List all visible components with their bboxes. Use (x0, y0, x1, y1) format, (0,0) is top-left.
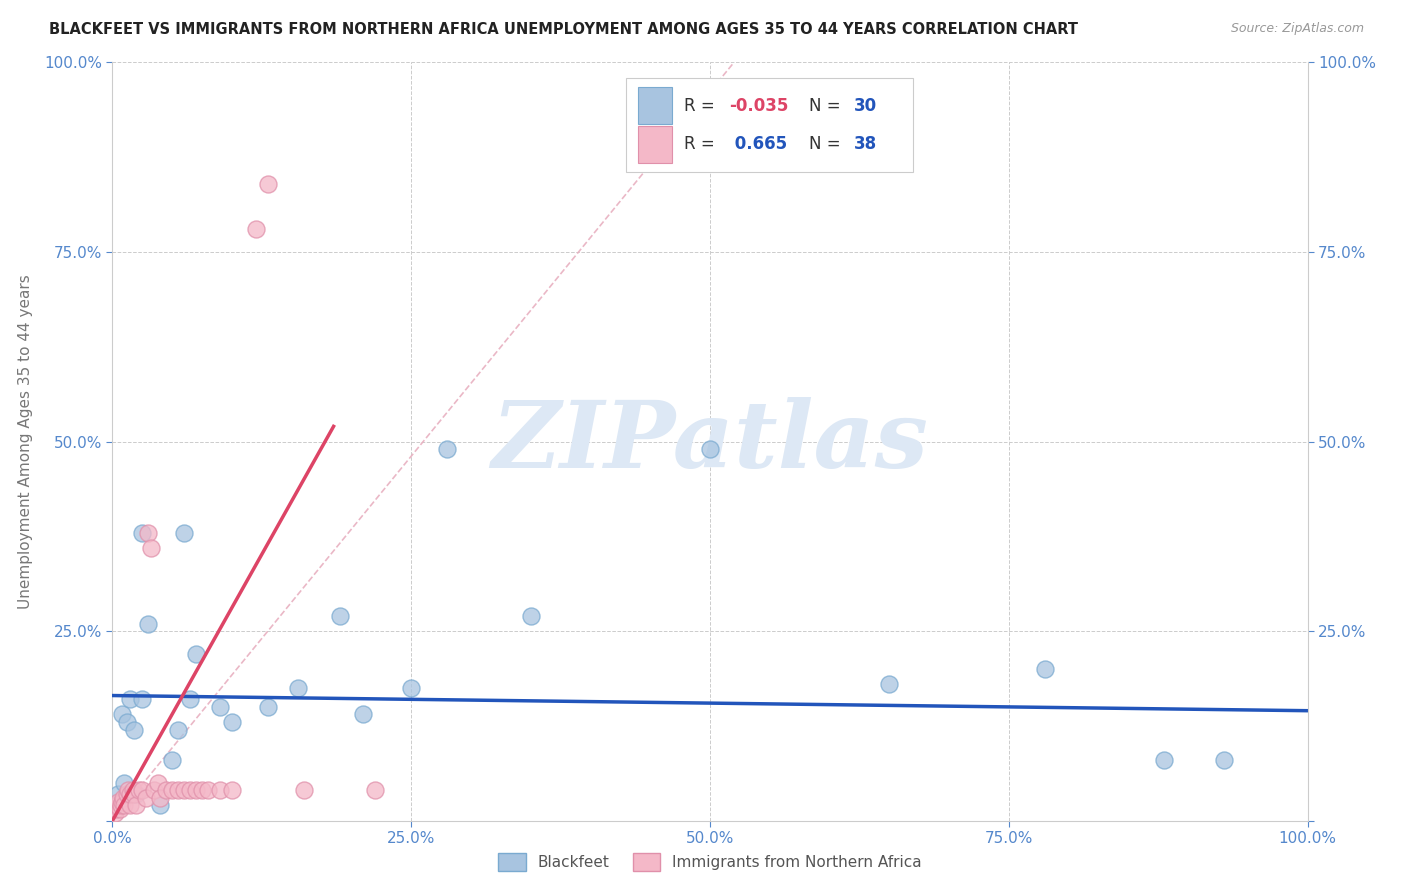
Point (120, 787, 142, 801)
Point (179, 692, 201, 706)
Point (364, 783, 387, 797)
Text: Source: ZipAtlas.com: Source: ZipAtlas.com (1230, 22, 1364, 36)
Point (155, 783, 177, 797)
Point (352, 707, 374, 722)
Point (1033, 662, 1056, 676)
Point (221, 783, 243, 797)
Point (111, 707, 134, 722)
Point (173, 525, 195, 540)
Point (257, 177, 280, 191)
Point (257, 699, 280, 714)
Point (104, 806, 127, 821)
Point (287, 681, 309, 695)
Point (436, 442, 458, 457)
Point (139, 541, 162, 555)
Point (401, 681, 423, 695)
FancyBboxPatch shape (638, 87, 672, 124)
Point (1153, 753, 1175, 767)
Point (221, 715, 243, 730)
Point (191, 783, 214, 797)
Point (1213, 753, 1236, 767)
Point (115, 715, 138, 730)
Point (131, 783, 153, 797)
Point (879, 677, 901, 691)
Point (179, 783, 201, 797)
Text: -0.035: -0.035 (730, 96, 789, 115)
Text: N =: N = (810, 96, 846, 115)
Point (173, 783, 195, 797)
Point (329, 608, 352, 623)
Point (209, 699, 232, 714)
Text: ZIPatlas: ZIPatlas (492, 397, 928, 486)
Point (167, 723, 190, 737)
Point (699, 442, 721, 457)
Point (138, 616, 160, 631)
Point (114, 798, 135, 813)
Point (125, 798, 148, 813)
Point (149, 798, 172, 813)
Point (520, 608, 543, 623)
Point (111, 795, 134, 809)
Point (143, 783, 166, 797)
Text: 0.665: 0.665 (730, 136, 787, 153)
Point (112, 791, 135, 805)
Point (292, 783, 315, 797)
Point (120, 692, 142, 706)
Point (128, 783, 150, 797)
Point (162, 783, 183, 797)
Point (120, 798, 142, 813)
Point (108, 802, 131, 816)
Point (125, 787, 148, 801)
Point (115, 787, 138, 801)
Text: BLACKFEET VS IMMIGRANTS FROM NORTHERN AFRICA UNEMPLOYMENT AMONG AGES 35 TO 44 YE: BLACKFEET VS IMMIGRANTS FROM NORTHERN AF… (49, 22, 1078, 37)
Point (138, 525, 160, 540)
Point (105, 798, 128, 813)
Point (131, 692, 153, 706)
Point (146, 776, 169, 790)
FancyBboxPatch shape (627, 78, 914, 172)
Text: R =: R = (683, 136, 720, 153)
Y-axis label: Unemployment Among Ages 35 to 44 years: Unemployment Among Ages 35 to 44 years (18, 274, 32, 609)
Point (149, 791, 172, 805)
Point (107, 787, 129, 801)
Text: R =: R = (683, 96, 720, 115)
Point (186, 783, 208, 797)
Point (107, 795, 129, 809)
Point (122, 787, 145, 801)
Point (117, 783, 139, 797)
Point (209, 783, 232, 797)
Point (197, 783, 219, 797)
Text: N =: N = (810, 136, 846, 153)
Point (110, 798, 132, 813)
Point (135, 791, 157, 805)
FancyBboxPatch shape (638, 126, 672, 162)
Point (114, 776, 135, 790)
Point (105, 802, 128, 816)
Legend: Blackfeet, Immigrants from Northern Africa: Blackfeet, Immigrants from Northern Afri… (492, 847, 928, 878)
Point (131, 525, 153, 540)
Point (186, 647, 208, 661)
Point (162, 753, 183, 767)
Point (245, 222, 267, 236)
Text: 38: 38 (853, 136, 876, 153)
Point (167, 783, 190, 797)
Text: 30: 30 (853, 96, 876, 115)
Point (122, 723, 145, 737)
Point (121, 783, 143, 797)
